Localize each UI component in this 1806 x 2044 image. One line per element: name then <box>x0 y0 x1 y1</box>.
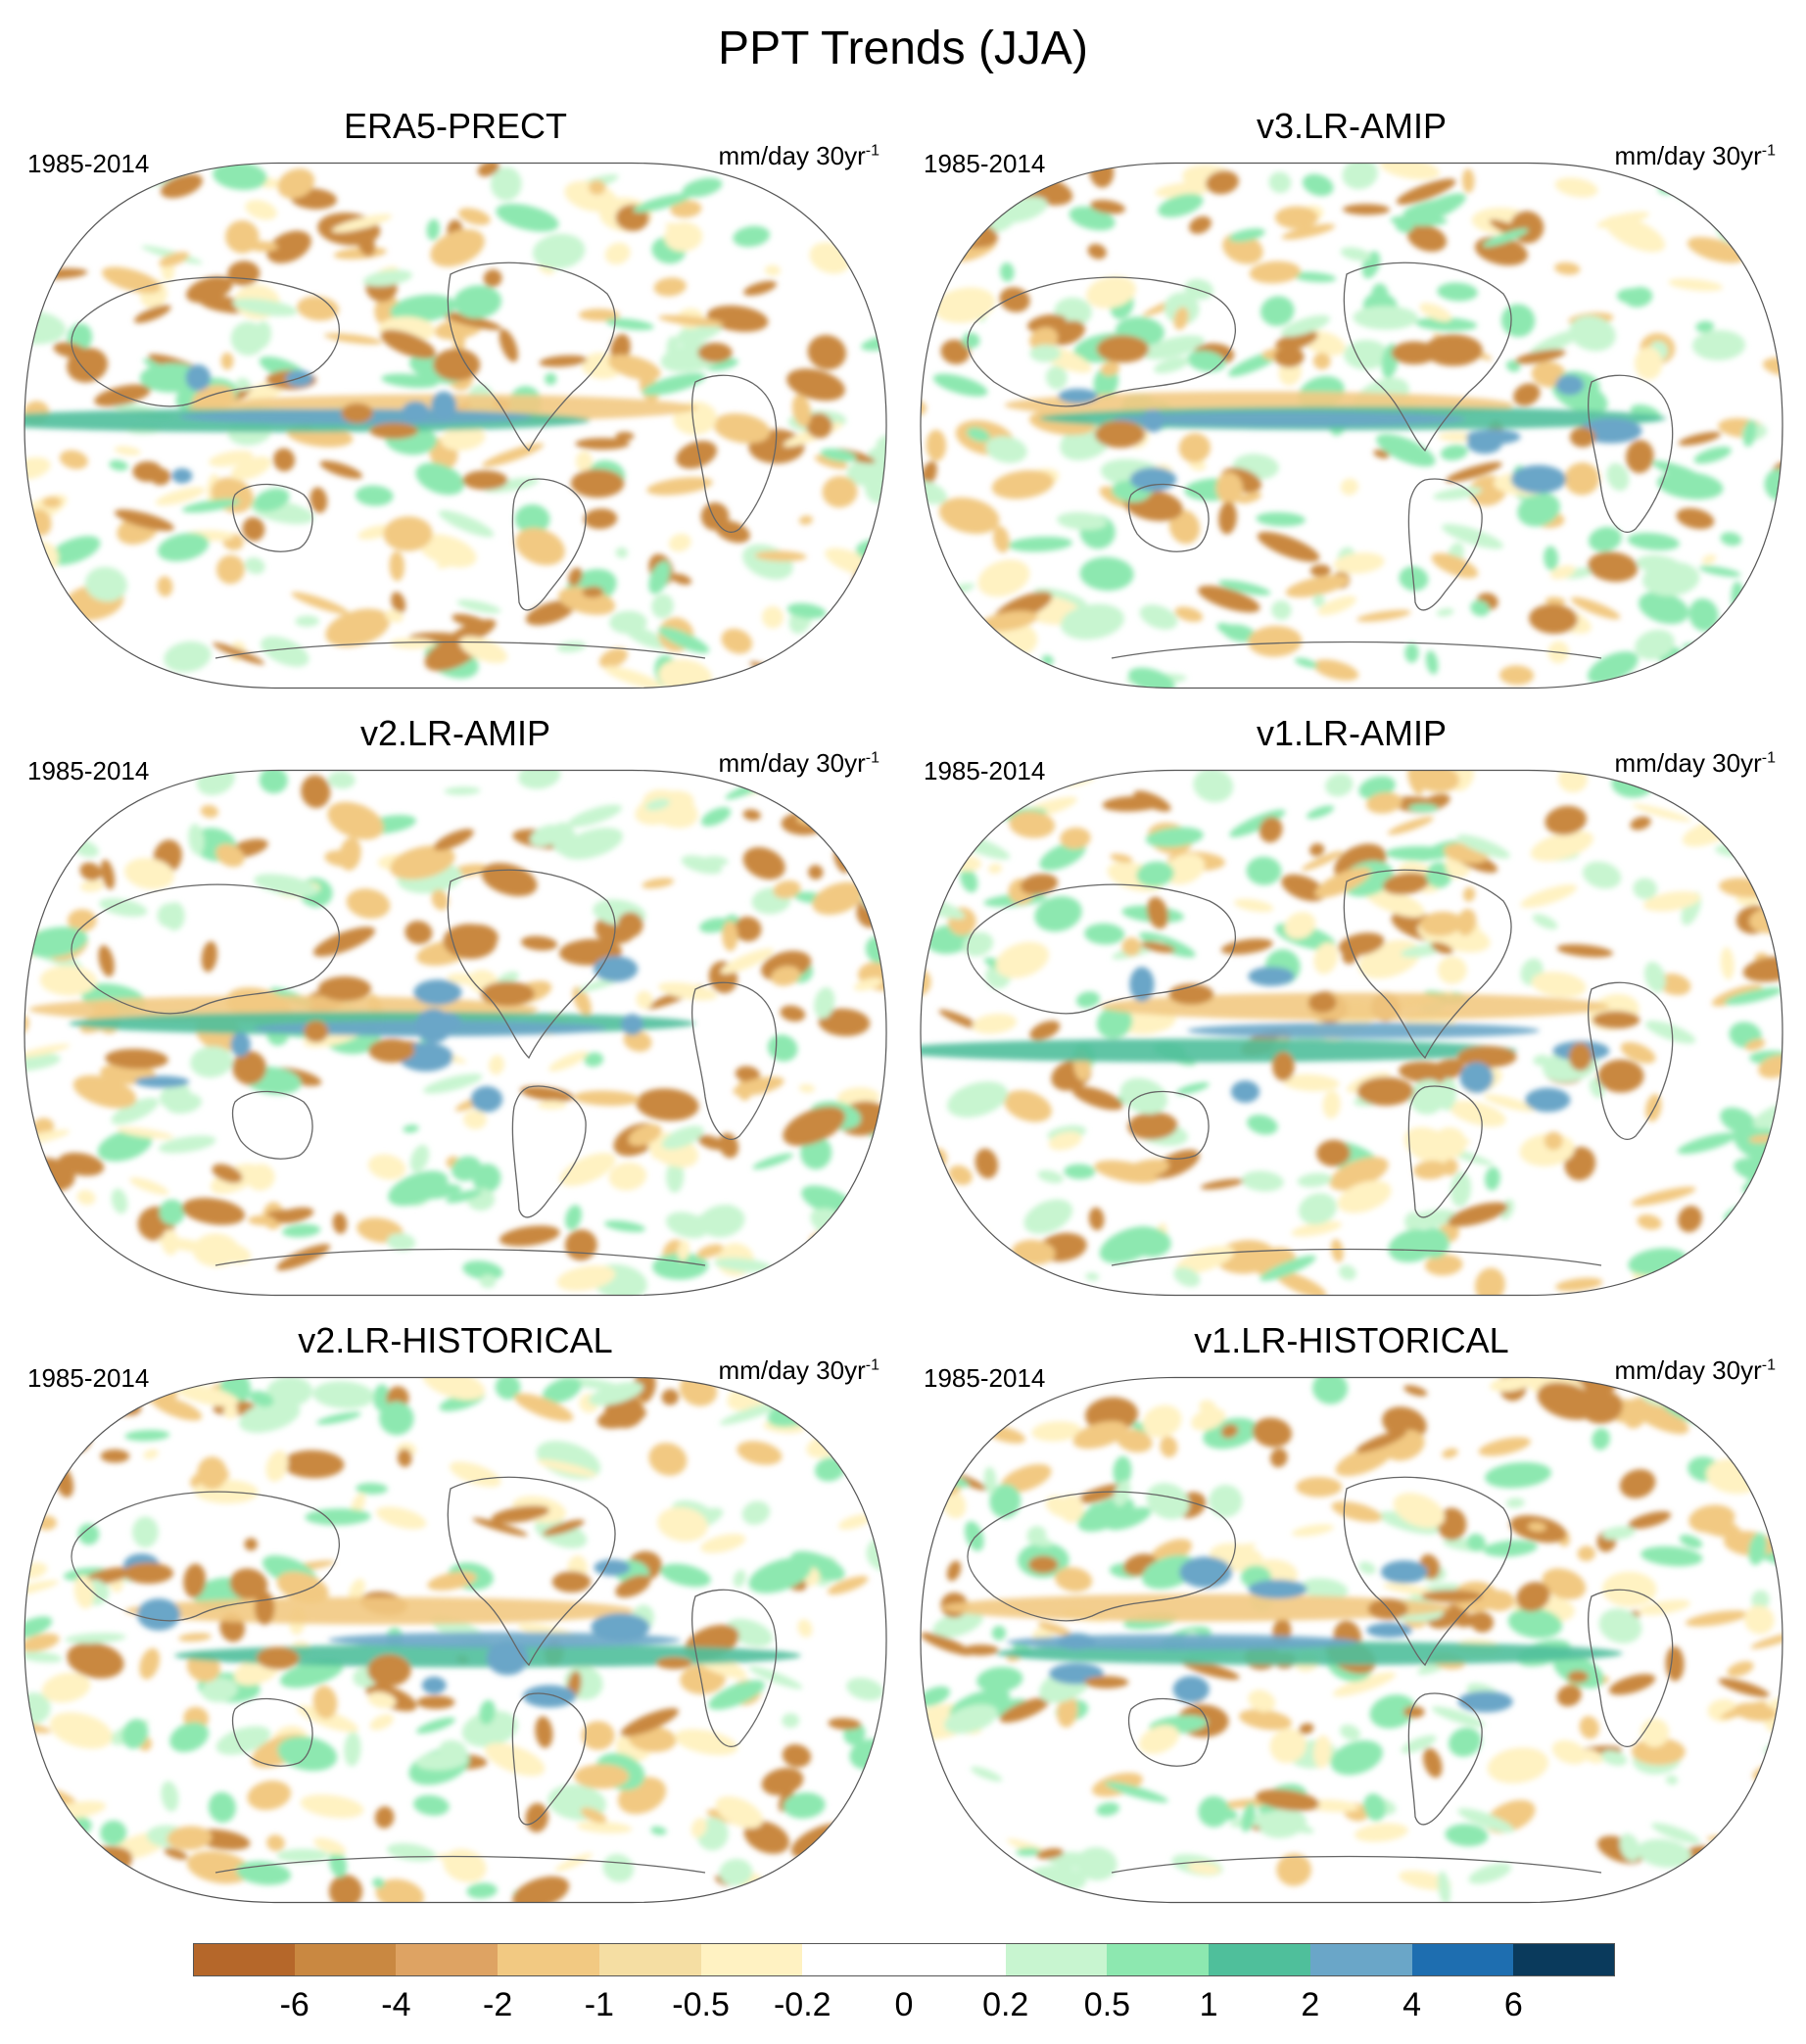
map-globe <box>920 1376 1783 1904</box>
map-globe <box>920 162 1783 689</box>
period-label: 1985-2014 <box>27 149 150 178</box>
map-panel-v2hist: v2.LR-HISTORICAL 1985-2014 mm/day 30yr-1 <box>10 1320 901 1908</box>
units-label: mm/day 30yr-1 <box>1614 141 1777 170</box>
panel-title: ERA5-PRECT <box>343 106 568 146</box>
period-label: 1985-2014 <box>27 756 150 785</box>
map-panel-v3amip: v3.LR-AMIP 1985-2014 mm/day 30yr-1 <box>906 106 1797 693</box>
colorbar-tick-label: -0.2 <box>773 1986 832 2023</box>
colorbar-box <box>498 1943 600 1976</box>
panel-title: v3.LR-AMIP <box>1256 106 1448 146</box>
map-panel-v1amip: v1.LR-AMIP 1985-2014 mm/day 30yr-1 <box>906 713 1797 1301</box>
colorbar-box <box>1411 1943 1514 1976</box>
figure-title: PPT Trends (JJA) <box>718 23 1088 74</box>
period-label: 1985-2014 <box>924 1363 1046 1393</box>
colorbar-box <box>700 1943 803 1976</box>
colorbar-box <box>1209 1943 1311 1976</box>
colorbar-box <box>1005 1943 1108 1976</box>
panel-title: v2.LR-AMIP <box>359 713 551 753</box>
colorbar-box <box>1309 1943 1413 1976</box>
colorbar-tick-label: 2 <box>1301 1986 1320 2023</box>
colorbar-box <box>904 1943 1007 1976</box>
units-label: mm/day 30yr-1 <box>718 141 880 170</box>
colorbar-tick-label: 6 <box>1503 1986 1523 2023</box>
units-label: mm/day 30yr-1 <box>718 748 880 778</box>
map-globe <box>24 162 887 689</box>
colorbar-box <box>294 1943 397 1976</box>
map-globe <box>24 1376 887 1904</box>
colorbar-box <box>1513 1943 1616 1976</box>
map-globe <box>24 769 887 1297</box>
units-label: mm/day 30yr-1 <box>1614 748 1777 778</box>
map-panel-v1hist: v1.LR-HISTORICAL 1985-2014 mm/day 30yr-1 <box>906 1320 1797 1908</box>
colorbar-tick-label: 1 <box>1199 1986 1218 2023</box>
colorbar-tick-label: -4 <box>381 1986 411 2023</box>
period-label: 1985-2014 <box>27 1363 150 1393</box>
colorbar-tick-label: -0.5 <box>672 1986 730 2023</box>
map-panel-era5: ERA5-PRECT 1985-2014 mm/day 30yr-1 <box>10 106 901 693</box>
colorbar-tick-label: 0.2 <box>982 1986 1029 2023</box>
period-label: 1985-2014 <box>924 149 1046 178</box>
colorbar-box <box>193 1943 296 1976</box>
panel-title: v1.LR-AMIP <box>1256 713 1448 753</box>
colorbar-tick-label: 0 <box>894 1986 914 2023</box>
colorbar-tick-label: -6 <box>279 1986 309 2023</box>
colorbar-box <box>802 1943 905 1976</box>
colorbar-box <box>1107 1943 1210 1976</box>
period-label: 1985-2014 <box>924 756 1046 785</box>
units-label: mm/day 30yr-1 <box>1614 1355 1777 1385</box>
map-globe <box>920 769 1783 1297</box>
panel-title: v2.LR-HISTORICAL <box>298 1320 613 1360</box>
colorbar-tick-label: 4 <box>1402 1986 1422 2023</box>
colorbar-tick-label: -1 <box>584 1986 614 2023</box>
panel-title: v1.LR-HISTORICAL <box>1194 1320 1509 1360</box>
colorbar: -6 -4 -2 -1 -0.5 -0.2 0 0.2 0.5 1 2 4 6 <box>193 1943 1616 2037</box>
map-panel-v2amip: v2.LR-AMIP 1985-2014 mm/day 30yr-1 <box>10 713 901 1301</box>
units-label: mm/day 30yr-1 <box>718 1355 880 1385</box>
colorbar-tick-label: 0.5 <box>1083 1986 1131 2023</box>
colorbar-box <box>396 1943 499 1976</box>
colorbar-box <box>598 1943 702 1976</box>
colorbar-tick-label: -2 <box>483 1986 513 2023</box>
